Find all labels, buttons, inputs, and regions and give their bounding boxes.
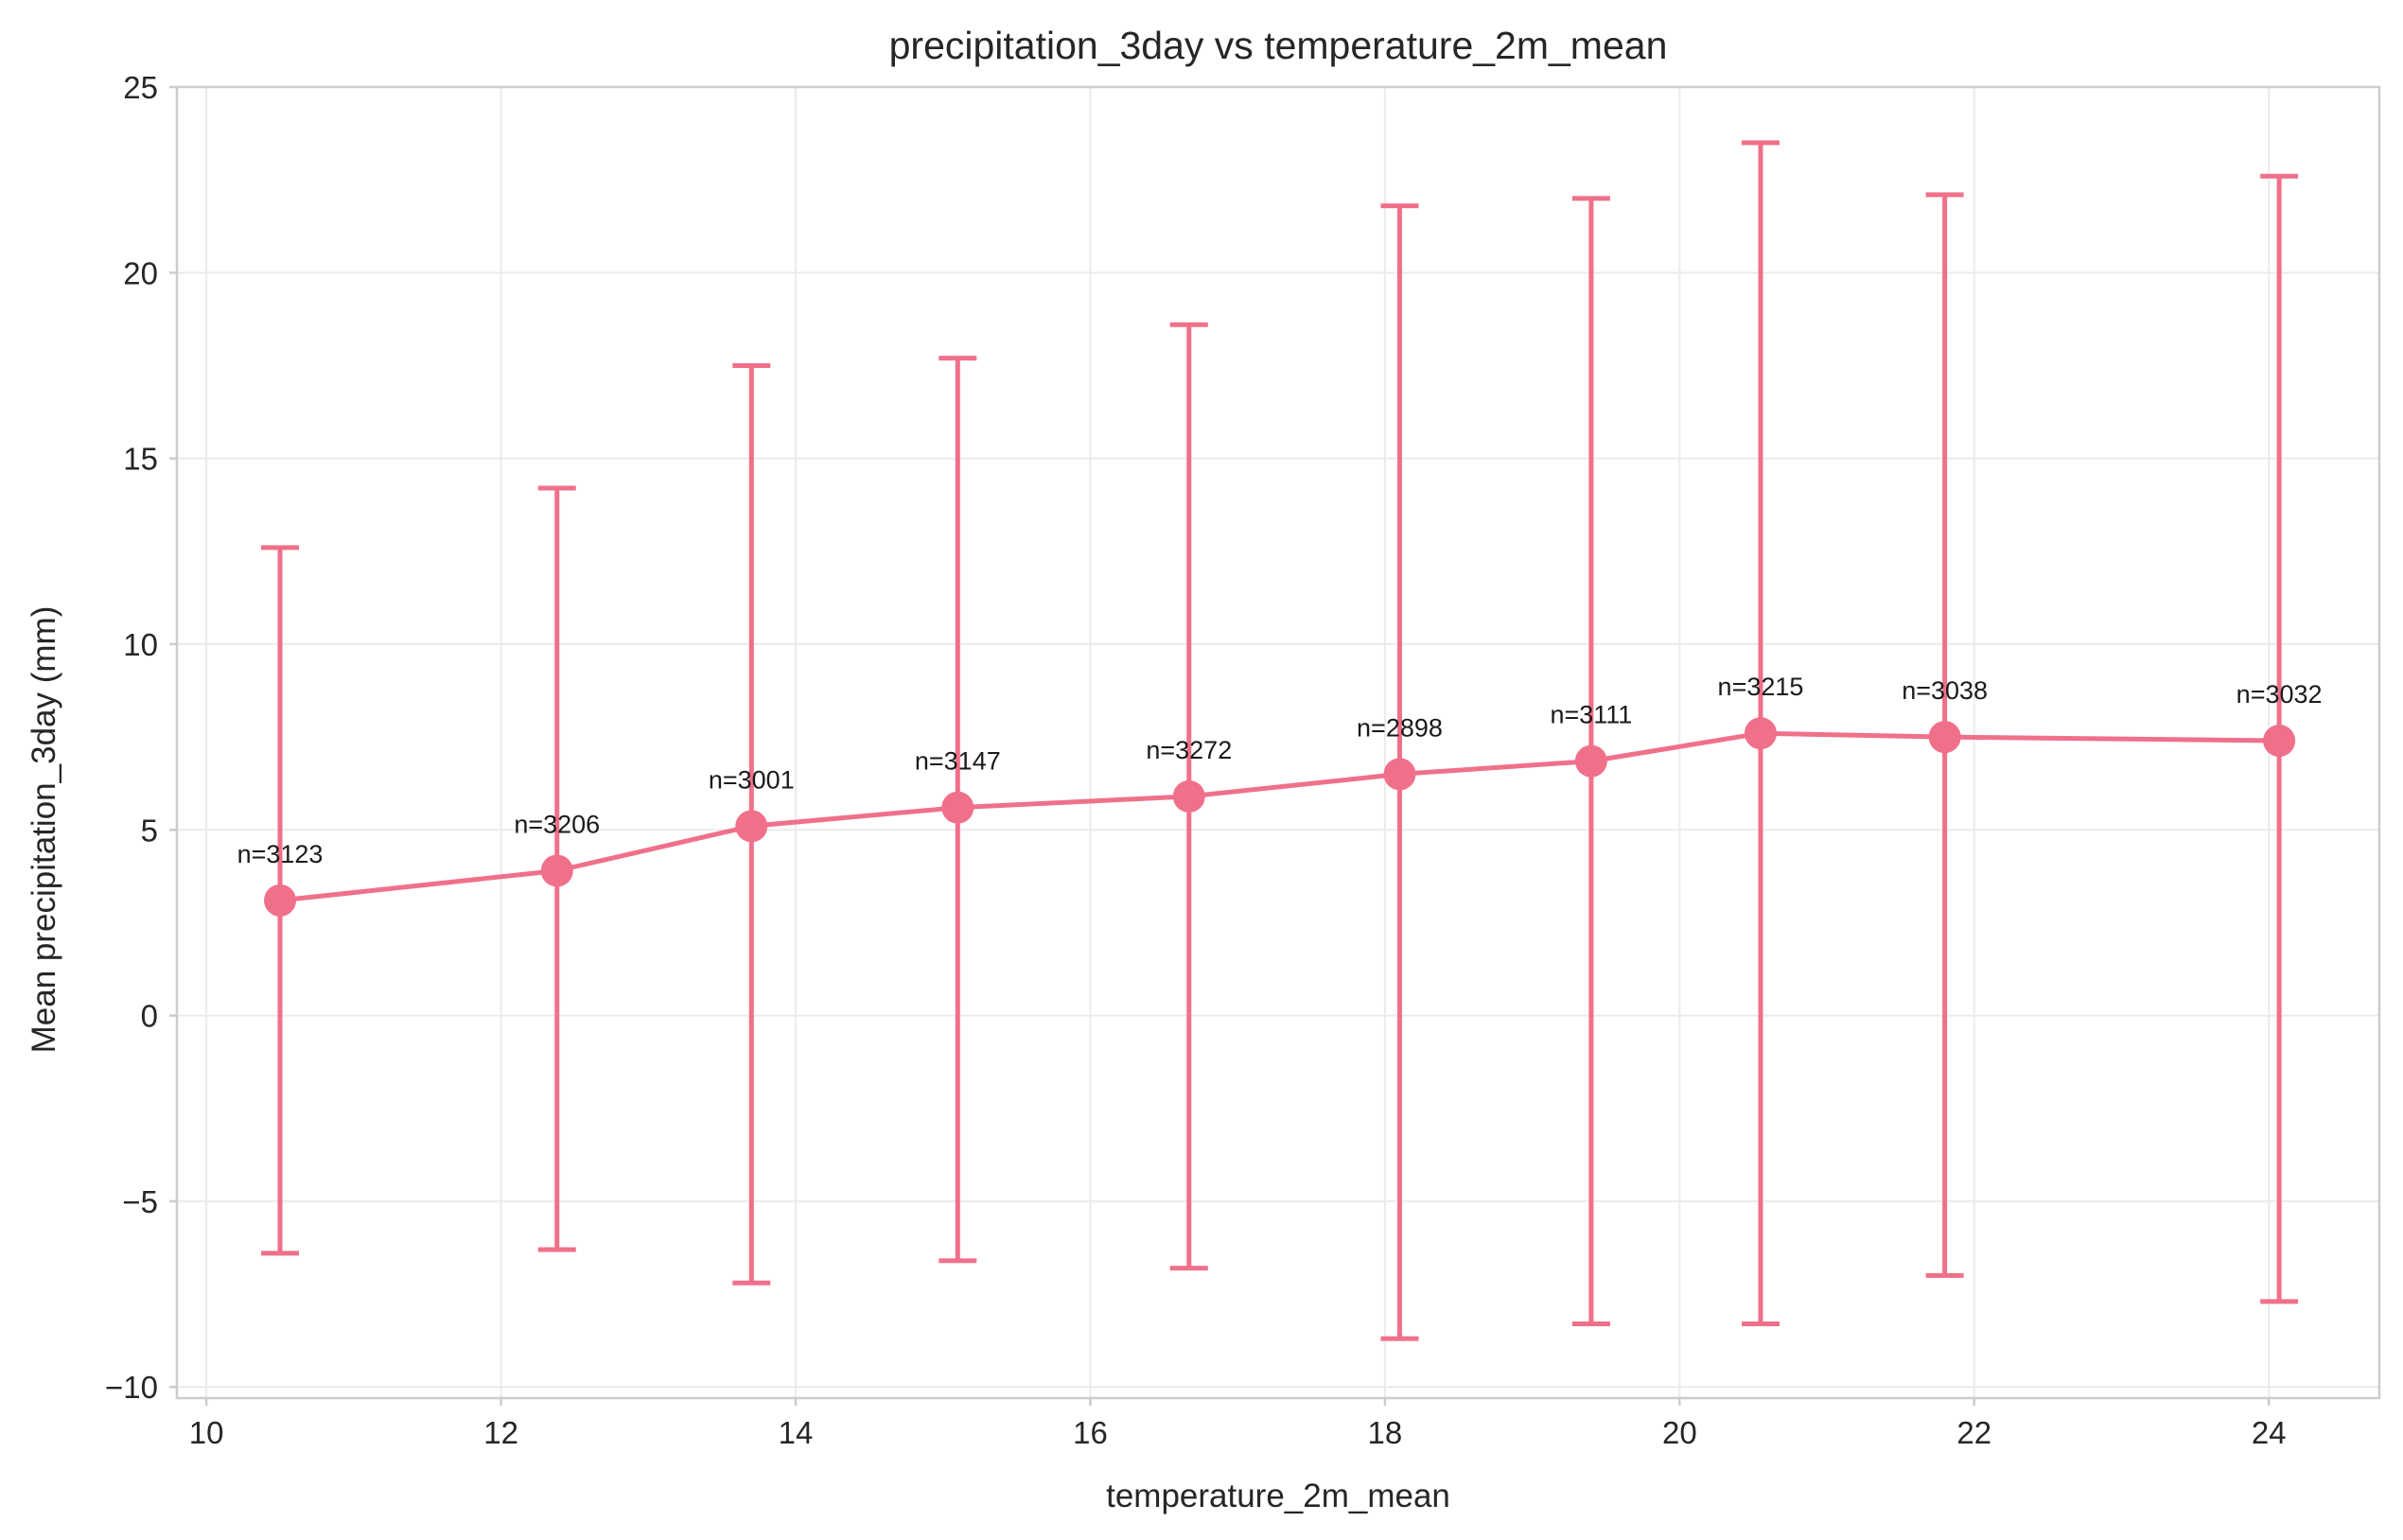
y-tick-label: −5: [122, 1184, 158, 1219]
count-label: n=3032: [2236, 680, 2323, 709]
x-tick-label: 20: [1662, 1415, 1697, 1450]
grid: [177, 86, 2379, 1398]
count-label: n=3215: [1718, 673, 1804, 701]
series-line: [279, 730, 2280, 903]
ticks: 10 12 14 16 18 20 22 24 −10 −5 0 5 10 15 20 25: [105, 70, 2287, 1450]
y-axis-label: Mean precipitation_3day (mm): [26, 606, 62, 1054]
x-tick-label: 14: [779, 1415, 814, 1450]
data-point: [941, 791, 974, 824]
y-tick-label: −10: [105, 1370, 158, 1405]
x-tick-label: 22: [1956, 1415, 1991, 1450]
data-point: [1744, 717, 1777, 750]
data-point: [1383, 758, 1416, 791]
x-axis-label: temperature_2m_mean: [1106, 1478, 1450, 1514]
data-point: [735, 810, 768, 843]
x-tick-label: 24: [2252, 1415, 2287, 1450]
count-annotations: n=3123 n=3206 n=3001 n=3147 n=3272 n=2898 n=31…: [237, 673, 2323, 868]
data-point: [1574, 744, 1607, 778]
y-tick-label: 25: [123, 70, 158, 105]
count-label: n=3123: [237, 840, 324, 868]
x-tick-label: 10: [189, 1415, 224, 1450]
data-point: [2263, 725, 2296, 758]
count-label: n=3272: [1146, 736, 1232, 764]
data-point: [1928, 721, 1961, 754]
count-label: n=3111: [1550, 701, 1632, 729]
chart-title: precipitation_3day vs temperature_2m_mea…: [889, 24, 1668, 67]
data-points: [264, 717, 2296, 917]
y-tick-label: 5: [141, 813, 158, 848]
y-tick-label: 20: [123, 255, 158, 290]
count-label: n=2898: [1357, 713, 1443, 742]
x-tick-label: 18: [1368, 1415, 1403, 1450]
count-label: n=3206: [514, 810, 600, 838]
series-line-group: [279, 730, 2280, 903]
x-tick-label: 16: [1073, 1415, 1108, 1450]
data-point: [540, 854, 573, 887]
x-tick-label: 12: [483, 1415, 518, 1450]
y-tick-label: 0: [141, 999, 158, 1034]
y-tick-label: 15: [123, 442, 158, 477]
count-label: n=3147: [915, 747, 1001, 776]
plot-frame: [175, 85, 2381, 1400]
data-point: [1172, 779, 1205, 813]
count-label: n=3038: [1902, 676, 1988, 705]
data-point: [264, 884, 297, 917]
y-tick-label: 10: [123, 627, 158, 662]
count-label: n=3001: [709, 765, 795, 794]
